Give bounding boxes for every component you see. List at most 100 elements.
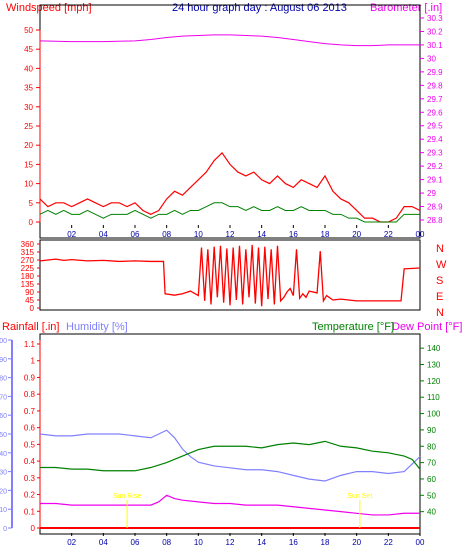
sunset-label: Sun Set — [347, 493, 372, 500]
rainfall-tick-label: 1 — [31, 357, 36, 366]
windspeed-tick-label: 40 — [24, 64, 33, 73]
compass-label: N — [436, 307, 444, 319]
barometer-tick-label: 30.2 — [427, 27, 443, 36]
direction-tick-label: 90 — [25, 288, 34, 297]
barometer-tick-label: 30.3 — [427, 14, 443, 23]
time-tick-label: 22 — [384, 230, 393, 239]
temperature-axis: 40 50 60 70 80 90 100 110 120 130 140 — [420, 344, 441, 517]
barometer-tick-label: 29.8 — [427, 81, 443, 90]
rainfall-tick-label: 0.5 — [24, 440, 36, 449]
barometer-tick-label: 30 — [427, 54, 436, 63]
windspeed-axis-title: Windspeed [mph] — [6, 2, 92, 14]
direction-tick-label: 270 — [21, 256, 35, 265]
humidity-tick-label: 70 — [0, 394, 7, 401]
time-tick-label: 18 — [321, 538, 330, 547]
windspeed-tick-label: 45 — [24, 45, 33, 54]
time-tick-label: 06 — [131, 230, 140, 239]
dewpoint-axis-title: Dew Point [°F] — [392, 321, 462, 333]
barometer-axis: 28.8 28.9 29 29.1 29.2 29.3 29.4 29.5 29.6 29.7 29… — [420, 14, 443, 225]
barometer-tick-label: 29.3 — [427, 149, 443, 158]
time-tick-label: 18 — [321, 230, 330, 239]
time-tick-label: 10 — [194, 230, 203, 239]
rainfall-tick-label: 0.6 — [24, 424, 36, 433]
temperature-tick-label: 140 — [427, 344, 441, 353]
direction-tick-label: 180 — [21, 272, 35, 281]
humidity-tick-label: 80 — [0, 376, 7, 383]
time-tick-label: 00 — [416, 230, 425, 239]
temperature-tick-label: 130 — [427, 361, 441, 370]
barometer-tick-label: 29.4 — [427, 135, 443, 144]
barometer-line — [39, 34, 420, 47]
temperature-tick-label: 70 — [427, 459, 436, 468]
humidity-tick-label: 60 — [0, 413, 7, 420]
barometer-tick-label: 28.9 — [427, 203, 443, 212]
compass-label: S — [436, 275, 443, 287]
time-tick-label: 04 — [99, 538, 108, 547]
temperature-tick-label: 50 — [427, 491, 436, 500]
barometer-tick-label: 29.1 — [427, 176, 443, 185]
humidity-axis-title: Humidity [%] — [66, 321, 128, 333]
lower-series-group — [39, 429, 421, 529]
average-wind-line — [39, 202, 420, 223]
sun-markers: Sun Rise Sun Set — [113, 493, 372, 528]
time-tick-label: 08 — [162, 230, 171, 239]
rain-humidity-temperature-panel: 0102030405060708090100 00.10.20.30.40.50… — [0, 333, 441, 547]
windspeed-tick-label: 20 — [24, 141, 33, 150]
compass-label: E — [436, 291, 443, 303]
time-tick-label: 12 — [226, 538, 235, 547]
humidity-tick-label: 50 — [0, 432, 7, 439]
barometer-tick-label: 29.6 — [427, 108, 443, 117]
windspeed-tick-label: 5 — [29, 199, 34, 208]
time-tick-label: 10 — [194, 538, 203, 547]
humidity-tick-label: 40 — [0, 451, 7, 458]
time-tick-label: 02 — [67, 230, 76, 239]
compass-label: W — [436, 259, 447, 271]
wind-direction-line — [39, 244, 421, 307]
direction-tick-label: 0 — [30, 304, 35, 313]
lower-time-axis: 02 04 06 08 10 12 14 16 18 20 22 00 — [67, 533, 425, 547]
windspeed-tick-label: 25 — [24, 122, 33, 131]
temperature-tick-label: 90 — [427, 426, 436, 435]
graph-title: 24 hour graph day : August 06 2013 — [172, 2, 347, 14]
temperature-tick-label: 80 — [427, 442, 436, 451]
humidity-axis: 0 10 20 30 40 50 60 70 80 90 100 — [0, 338, 13, 533]
direction-tick-label: 360 — [21, 240, 35, 249]
windspeed-tick-label: 15 — [24, 160, 33, 169]
temperature-axis-title: Temperature [°F] — [312, 321, 394, 333]
barometer-tick-label: 29.9 — [427, 68, 443, 77]
direction-series-group — [39, 244, 421, 307]
rainfall-tick-label: 0.7 — [24, 407, 36, 416]
rainfall-tick-label: 0.9 — [24, 373, 36, 382]
time-tick-label: 14 — [257, 538, 266, 547]
temperature-tick-label: 110 — [427, 393, 440, 402]
rainfall-tick-label: 0.8 — [24, 390, 36, 399]
rainfall-tick-label: 0.2 — [24, 491, 36, 500]
time-tick-label: 04 — [99, 230, 108, 239]
time-tick-label: 08 — [162, 538, 171, 547]
direction-panel-frame — [39, 239, 421, 311]
windspeed-tick-label: 10 — [24, 180, 33, 189]
windspeed-tick-label: 0 — [29, 218, 34, 227]
rainfall-tick-label: 0.4 — [24, 457, 36, 466]
wind-time-axis: 02 04 06 08 10 12 14 16 18 20 22 00 — [67, 225, 425, 239]
time-tick-label: 16 — [289, 538, 298, 547]
time-tick-label: 14 — [257, 230, 266, 239]
humidity-tick-label: 10 — [0, 507, 7, 514]
time-tick-label: 12 — [226, 230, 235, 239]
barometer-tick-label: 29.7 — [427, 95, 443, 104]
barometer-tick-label: 29.2 — [427, 162, 443, 171]
direction-tick-label: 225 — [21, 264, 35, 273]
dewpoint-line — [40, 494, 420, 516]
humidity-line — [39, 429, 421, 482]
compass-label: N — [436, 243, 444, 255]
windspeed-tick-label: 30 — [24, 103, 33, 112]
time-tick-label: 20 — [352, 230, 361, 239]
time-tick-label: 06 — [131, 538, 140, 547]
windspeed-tick-label: 35 — [24, 84, 33, 93]
barometer-axis-title: Barometer [.in] — [370, 2, 442, 14]
